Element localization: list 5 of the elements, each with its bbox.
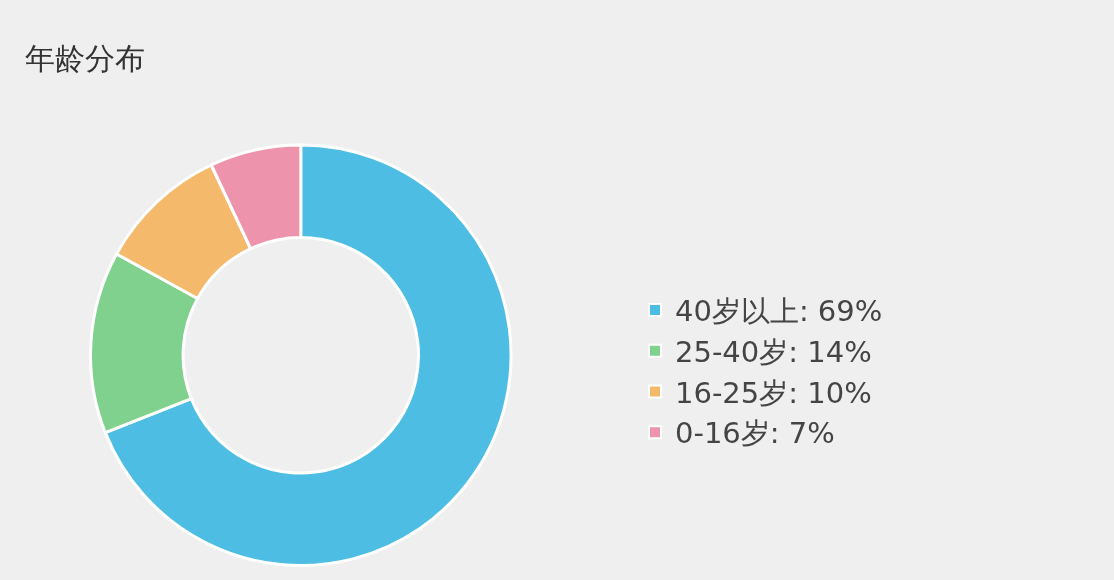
legend-label: 0-16岁: 7% (674, 416, 835, 451)
chart-title: 年龄分布 (24, 40, 145, 76)
legend-label: 40岁以上: 69% (674, 294, 883, 329)
legend-label: 16-25岁: 10% (674, 375, 872, 410)
legend-label: 25-40岁: 14% (674, 335, 872, 370)
